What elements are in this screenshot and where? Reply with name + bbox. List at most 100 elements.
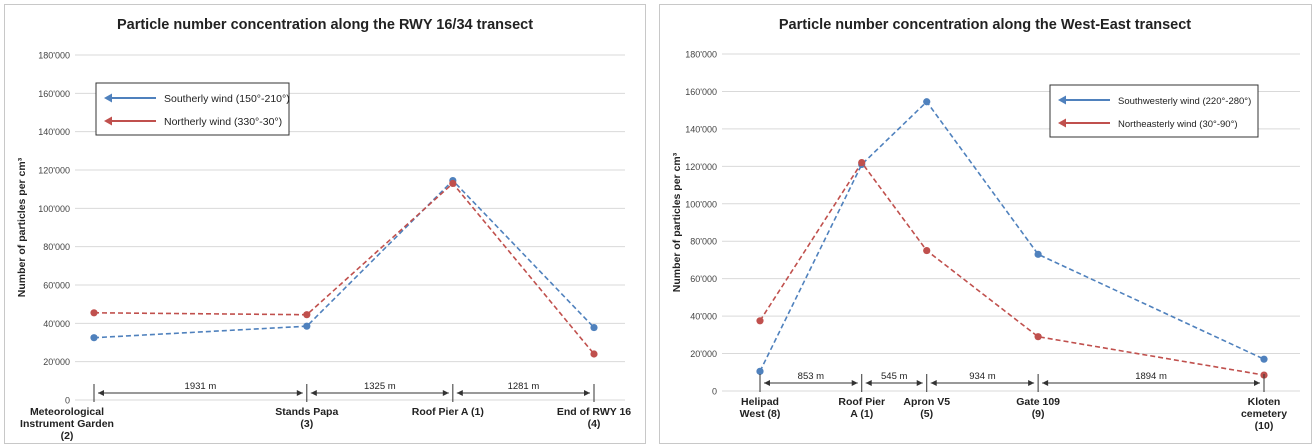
arrow-right-icon [296,390,303,396]
data-point [756,367,764,375]
legend-arrow-icon [1058,118,1066,128]
x-category-label: Kloten [1248,396,1281,408]
y-tick-label: 20'000 [43,357,70,367]
data-point [303,311,311,319]
data-point [1034,250,1042,258]
arrow-left-icon [865,380,872,386]
data-point [1034,333,1042,341]
arrow-right-icon [442,390,449,396]
x-category-label: Stands Papa [275,406,338,418]
legend-label: Northeasterly wind (30°-90°) [1118,119,1238,130]
chart-title: Particle number concentration along the … [779,17,1191,33]
chart-panel-rwy: Particle number concentration along the … [4,4,646,444]
data-point [858,158,866,167]
y-tick-label: 180'000 [685,50,717,60]
distance-label: 853 m [798,371,824,382]
y-tick-label: 0 [712,387,717,397]
y-tick-label: 20'000 [690,349,717,359]
data-point [923,246,931,255]
data-point [449,179,457,188]
y-tick-label: 160'000 [685,87,717,97]
distance-label-bg [788,370,833,381]
arrow-left-icon [456,390,463,396]
y-tick-label: 60'000 [690,274,717,284]
y-tick-label: 0 [65,396,70,406]
distance-label-bg [357,380,402,391]
x-category-label: (10) [1255,420,1274,432]
x-category-label: (2) [61,430,74,442]
legend-arrow-icon [104,116,112,126]
y-tick-label: 120'000 [38,166,70,176]
data-point [90,334,98,342]
arrow-left-icon [1042,380,1049,386]
y-tick-label: 140'000 [685,124,717,134]
series-line-1 [759,161,1265,376]
x-category-label: cemetery [1241,408,1287,420]
distance-label-bg [501,380,546,391]
chart-rwy: Particle number concentration along the … [16,17,631,442]
distance-label: 1325 m [364,381,396,392]
series-line-1 [93,182,595,355]
x-category-label: Gate 109 [1016,396,1060,408]
x-category-label: Roof Pier [838,396,885,408]
legend-arrow-icon [1058,95,1066,105]
x-category-label: (4) [588,418,601,430]
y-axis-label: Number of particles per cm³ [16,157,28,297]
legend-label: Southwesterly wind (220°-280°) [1118,96,1251,107]
legend-arrow-icon [104,93,112,103]
arrow-right-icon [584,390,590,396]
arrow-right-icon [1028,380,1035,386]
x-category-label: Roof Pier A (1) [412,406,484,418]
distance-label-bg [178,380,223,391]
y-tick-label: 120'000 [685,162,717,172]
x-category-label: Apron V5 [903,396,950,408]
data-point [1260,355,1268,363]
y-tick-label: 80'000 [43,242,70,252]
y-tick-label: 60'000 [43,281,70,291]
legend-box [95,82,290,136]
chart-title: Particle number concentration along the … [117,17,533,33]
distance-label-bg [1129,370,1174,381]
arrow-left-icon [310,390,317,396]
distance-label-bg [960,370,1005,381]
series-line-0 [93,179,595,339]
data-point [923,98,931,106]
chart-panel-west-east: Particle number concentration along the … [659,4,1312,444]
x-category-label: Meteorological [30,406,104,418]
data-point [590,350,598,358]
y-tick-label: 40'000 [690,312,717,322]
chart-west-east: Particle number concentration along the … [671,17,1300,432]
data-point [303,322,311,330]
x-category-label: (9) [1032,408,1045,420]
x-category-label: (3) [300,418,313,430]
distance-label: 545 m [881,371,907,382]
y-tick-label: 80'000 [690,237,717,247]
y-tick-label: 180'000 [38,51,70,61]
y-tick-label: 140'000 [38,127,70,137]
series-line-0 [759,100,1265,372]
y-tick-label: 160'000 [38,89,70,99]
y-tick-label: 100'000 [685,199,717,209]
data-point [756,317,764,325]
y-tick-label: 100'000 [38,204,70,214]
arrow-right-icon [1254,380,1260,386]
data-point [90,309,98,317]
distance-label: 934 m [969,371,995,382]
y-axis-label: Number of particles per cm³ [671,152,683,292]
arrow-right-icon [851,380,858,386]
arrow-left-icon [764,380,770,386]
arrow-left-icon [98,390,104,396]
distance-label-bg [872,370,917,381]
distance-label: 1894 m [1135,371,1167,382]
distance-label: 1281 m [508,381,540,392]
x-category-label: Helipad [741,396,779,408]
legend-label: Northerly wind (330°-30°) [164,116,282,128]
x-category-label: Instrument Garden [20,418,114,430]
legend-label: Southerly wind (150°-210°) [164,93,290,105]
distance-label: 1931 m [185,381,217,392]
y-tick-label: 40'000 [43,319,70,329]
arrow-right-icon [916,380,923,386]
x-category-label: A (1) [850,408,873,420]
x-category-label: (5) [920,408,933,420]
legend-box [1049,84,1259,138]
